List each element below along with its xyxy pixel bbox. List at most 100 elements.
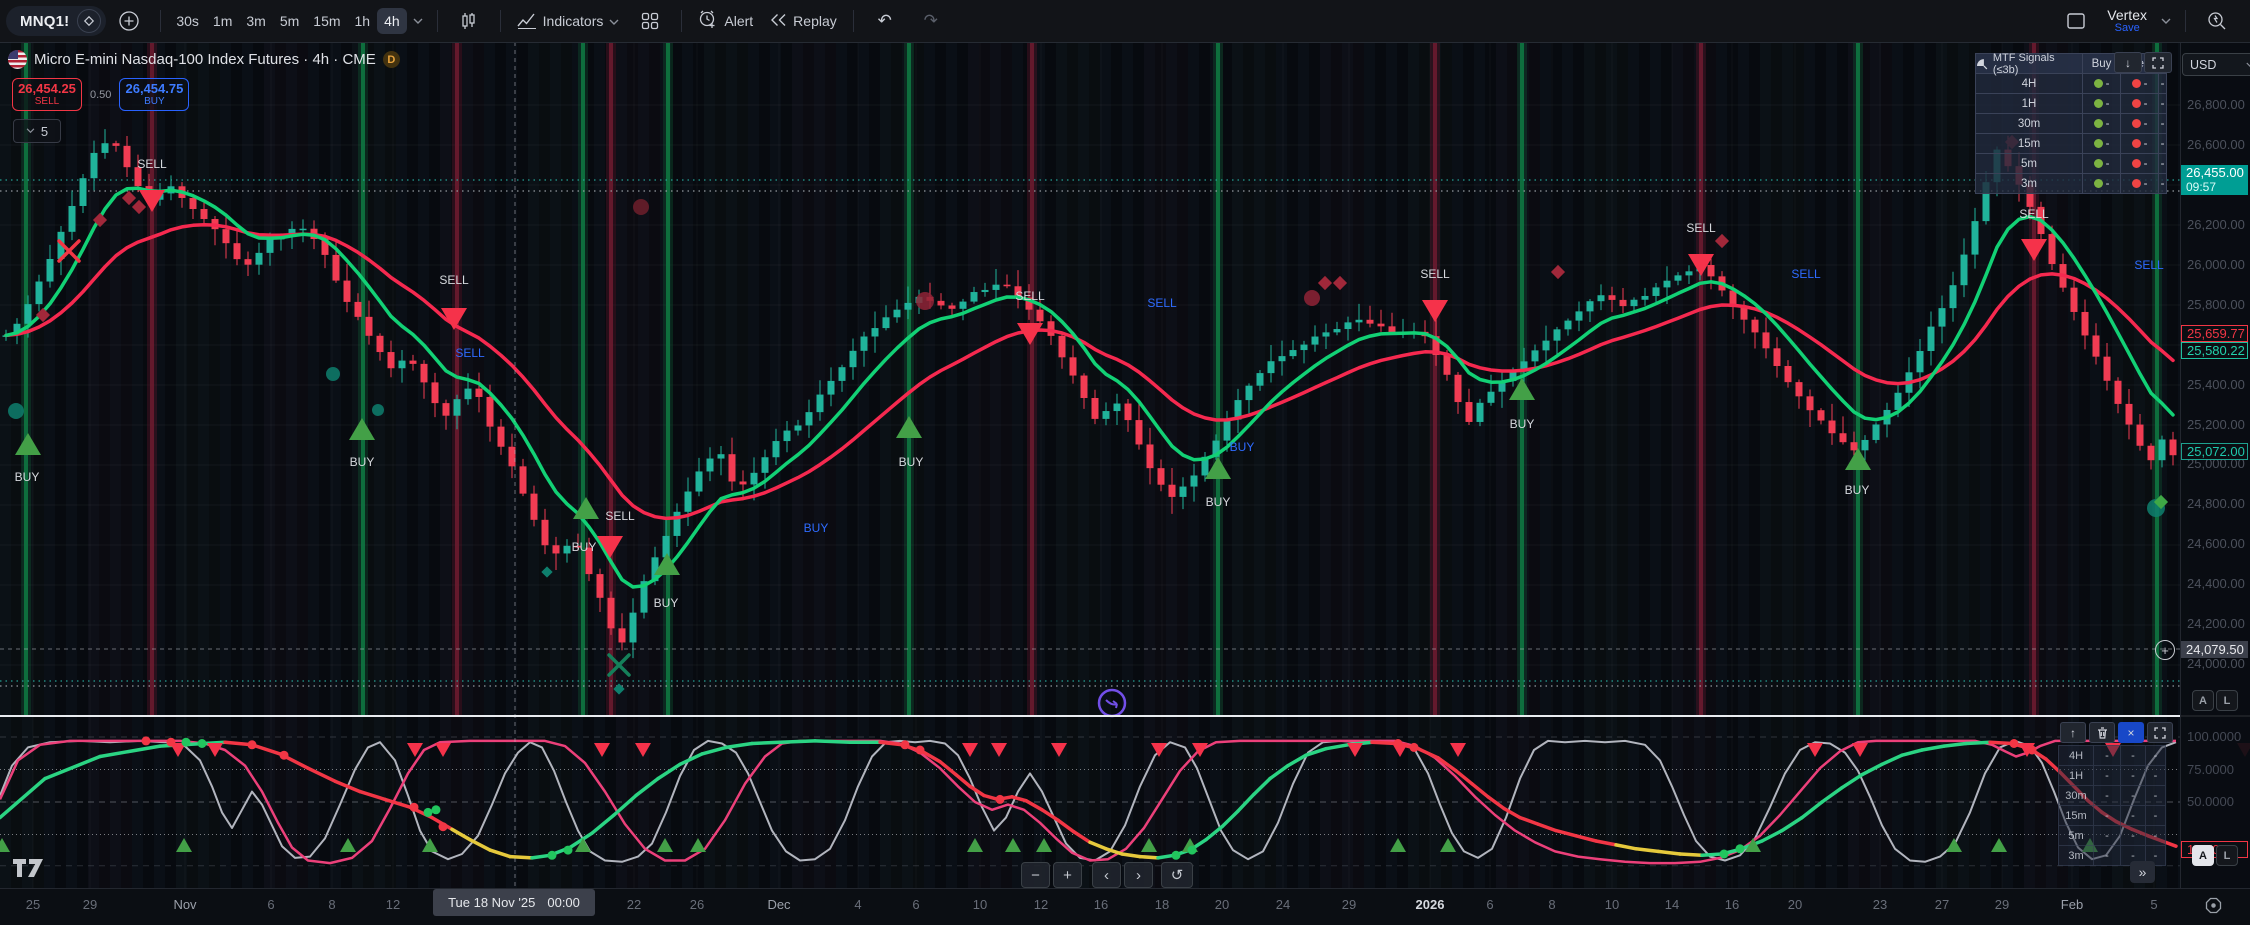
reset-chart-button[interactable]: ↺ <box>1161 862 1193 888</box>
main-scale-log-button[interactable]: L <box>2216 690 2238 711</box>
svg-text:SELL: SELL <box>1147 296 1177 310</box>
redo-button[interactable]: ↷ <box>923 11 938 30</box>
mtf-signals-panel[interactable]: MTF Signals (≤3b)BuySellL4H---1H---30m--… <box>1975 52 2167 194</box>
mtf-sell-cell: - <box>2121 154 2159 173</box>
interval-4h[interactable]: 4h <box>377 8 407 34</box>
interval-1m[interactable]: 1m <box>212 13 233 29</box>
scroll-left-button[interactable]: ‹ <box>1092 862 1121 888</box>
mtf-row-1H[interactable]: 1H - - - <box>1976 93 2166 113</box>
tooltip-date: Tue 18 Nov '25 <box>448 895 536 910</box>
mtf-row-15m[interactable]: 15m - - - <box>1976 133 2166 153</box>
indicator-count: 5 <box>40 123 49 139</box>
panel-layout-button[interactable] <box>2053 6 2099 36</box>
interval-30s[interactable]: 30s <box>176 13 199 29</box>
price-axis-label: 24,200.00 <box>2187 616 2245 631</box>
trash-icon <box>2097 726 2107 739</box>
main-scale-auto-button[interactable]: A <box>2192 690 2214 711</box>
move-pane-down-button[interactable]: ↓ <box>2114 52 2142 73</box>
zoom-out-button[interactable]: − <box>1021 862 1050 888</box>
mtf-signals-mini-panel[interactable]: 4H - - -1H - - -30m - - -15m - - -5m - - -3m - - - <box>2058 745 2166 866</box>
maximize-indicator-button[interactable] <box>2147 722 2173 743</box>
symbol-button[interactable]: MNQ1! <box>6 6 107 36</box>
scroll-right-button[interactable]: › <box>1124 862 1153 888</box>
sell-dot-icon <box>2131 179 2141 188</box>
maximize-icon <box>2154 726 2166 739</box>
zoom-in-button[interactable]: + <box>1053 862 1082 888</box>
interval-chevron-down-icon[interactable] <box>413 12 423 30</box>
svg-text:BUY: BUY <box>1510 417 1535 431</box>
chart-title: Micro E-mini Nasdaq-100 Index Futures · … <box>34 51 376 68</box>
interval-15m[interactable]: 15m <box>313 13 341 29</box>
sub-scale-auto-button[interactable]: A <box>2192 845 2214 866</box>
indicator-collapse-toggle[interactable]: 5 <box>13 119 61 143</box>
interval-5m[interactable]: 5m <box>279 13 300 29</box>
add-alert-plus-icon[interactable]: + <box>2155 640 2175 660</box>
move-indicator-up-button[interactable]: ↑ <box>2060 722 2086 743</box>
mini-cell: - <box>2094 786 2121 805</box>
undo-button[interactable]: ↶ <box>877 11 892 30</box>
replay-button[interactable]: Replay <box>761 6 845 36</box>
maximize-pane-button[interactable] <box>2144 52 2172 73</box>
buy-button[interactable]: 26,454.75 BUY <box>119 78 190 111</box>
sub-axis-label: 75.0000 <box>2187 762 2234 777</box>
mtf-mini-row-4H: 4H - - - <box>2059 746 2165 765</box>
expand-panel-button[interactable]: » <box>2130 861 2155 883</box>
delete-indicator-button[interactable] <box>2089 722 2115 743</box>
quote-row: 26,454.25 SELL 0.50 26,454.75 BUY <box>12 78 190 111</box>
mtf-row-4H[interactable]: 4H - - - <box>1976 73 2166 93</box>
mtf-tf-label: 1H <box>1976 94 2083 113</box>
alert-button[interactable]: Alert <box>690 6 761 36</box>
mtf-buy-cell: - <box>2083 94 2121 113</box>
mtf-mini-row-15m: 15m - - - <box>2059 805 2165 825</box>
mtf-l-cell: - <box>2160 77 2165 90</box>
tradingview-logo[interactable] <box>12 856 48 885</box>
layout-menu-button[interactable]: Vertex Save <box>2099 8 2155 34</box>
price-axis-label: 24,800.00 <box>2187 496 2245 511</box>
mtf-tf-label: 15m <box>1976 134 2083 153</box>
quick-search-icon[interactable] <box>2194 6 2240 36</box>
grid-layout-button[interactable] <box>627 6 673 36</box>
mtf-l-cell: - <box>2160 117 2165 130</box>
buy-dot-icon <box>2093 119 2103 128</box>
mtf-sell-cell: - <box>2121 174 2159 193</box>
time-axis[interactable] <box>0 888 2250 925</box>
mtf-sell-cell: - <box>2121 94 2159 113</box>
svg-text:SELL: SELL <box>1686 221 1716 235</box>
chart-type-button[interactable] <box>446 6 492 36</box>
indicators-chevron-down-icon <box>609 13 619 29</box>
time-axis-label: 22 <box>626 897 642 912</box>
daily-badge[interactable]: D <box>382 51 400 68</box>
mtf-row-5m[interactable]: 5m - - - <box>1976 153 2166 173</box>
svg-text:SELL: SELL <box>1791 267 1821 281</box>
svg-text:SELL: SELL <box>1015 289 1045 303</box>
interval-1h[interactable]: 1h <box>354 13 371 29</box>
indicators-label: Indicators <box>542 13 604 29</box>
close-indicator-button[interactable]: × <box>2118 722 2144 743</box>
price-axis-label: 24,000.00 <box>2187 656 2245 671</box>
currency-dropdown[interactable]: USD <box>2182 53 2250 76</box>
time-axis-label: 14 <box>1664 897 1680 912</box>
symbol-label: MNQ1! <box>20 12 70 30</box>
svg-text:SELL: SELL <box>439 273 469 287</box>
mtf-l-cell: - <box>2160 97 2165 110</box>
time-axis-label: 8 <box>1548 897 1556 912</box>
replay-label: Replay <box>793 13 837 29</box>
mini-tf-label: 5m <box>2059 826 2094 845</box>
sell-button[interactable]: 26,454.25 SELL <box>12 78 82 111</box>
time-axis-label: 6 <box>1486 897 1494 912</box>
symbol-legend[interactable]: Micro E-mini Nasdaq-100 Index Futures · … <box>8 50 400 69</box>
exchange-icon <box>77 9 102 33</box>
interval-3m[interactable]: 3m <box>246 13 266 29</box>
us-flag-icon <box>8 50 27 69</box>
layout-chevron-down-icon[interactable] <box>2161 12 2171 30</box>
pane-separator[interactable] <box>0 715 2250 717</box>
mtf-row-3m[interactable]: 3m - - - <box>1976 173 2166 193</box>
sub-scale-log-button[interactable]: L <box>2216 845 2238 866</box>
mtf-row-30m[interactable]: 30m - - - <box>1976 113 2166 133</box>
axis-settings-icon[interactable] <box>2205 897 2222 919</box>
add-symbol-button[interactable] <box>106 6 152 36</box>
indicators-button[interactable]: Indicators <box>509 6 628 36</box>
mtf-l-cell: - <box>2160 177 2165 190</box>
time-axis-label: Feb <box>2060 897 2084 912</box>
